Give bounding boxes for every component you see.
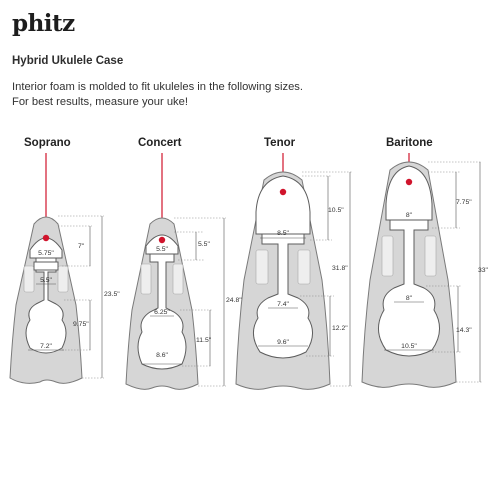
side-pad xyxy=(381,235,394,277)
pin-head xyxy=(42,234,50,242)
headstock-shoulder xyxy=(33,261,59,271)
case-baritone: Baritone 8" 7.75" 8" 14.3" 10.5" 33" xyxy=(361,137,489,388)
dim-total-length: 33" xyxy=(478,267,489,274)
dim-head-width: 8.5" xyxy=(277,230,289,237)
headstock-cavity xyxy=(29,237,63,259)
side-pad xyxy=(57,265,69,293)
dim-upper-bout: 5.5" xyxy=(40,277,52,284)
dim-total-length: 24.8" xyxy=(226,297,242,304)
side-pad xyxy=(297,249,311,285)
dim-upper-bout: 7.4" xyxy=(277,301,289,308)
dim-lower-length: 11.5" xyxy=(196,337,212,344)
dim-upper-bout: 6.25" xyxy=(154,309,170,316)
dim-body-width: 7.2" xyxy=(40,343,52,350)
case-soprano: Soprano 5.75" 7" 5.5" 9.75" 7.2" 23.5" xyxy=(9,137,120,384)
dim-head-width: 5.5" xyxy=(156,246,168,253)
dim-body-width: 8.6" xyxy=(156,352,168,359)
brand-logo: phitz xyxy=(12,10,75,37)
case-label-soprano: Soprano xyxy=(24,137,71,149)
dim-total-length: 31.8" xyxy=(332,265,348,272)
dim-body-width: 9.6" xyxy=(277,339,289,346)
dim-head-length: 5.5" xyxy=(198,241,210,248)
dim-total-length: 23.5" xyxy=(104,291,120,298)
case-tenor: Tenor 8.5" 10.5" 7.4" 12.2" 9.6" 31.8" xyxy=(235,137,352,390)
case-label-tenor: Tenor xyxy=(264,137,296,149)
dim-head-width: 8" xyxy=(406,212,413,219)
dim-head-length: 7.75" xyxy=(456,199,472,206)
neck-body-cavity xyxy=(253,233,313,359)
dim-head-width: 5.75" xyxy=(38,250,54,257)
dim-lower-length: 9.75" xyxy=(73,321,89,328)
pin-head xyxy=(158,236,166,244)
pin-head xyxy=(279,188,287,196)
dim-lower-length: 12.2" xyxy=(332,325,348,332)
pin-head xyxy=(405,178,413,186)
case-label-baritone: Baritone xyxy=(386,137,433,149)
neck-body-cavity xyxy=(378,219,440,357)
case-label-concert: Concert xyxy=(138,137,182,149)
side-pad xyxy=(424,235,437,277)
dim-upper-bout: 8" xyxy=(406,295,413,302)
dim-head-length: 10.5" xyxy=(328,207,344,214)
headstock-cavity xyxy=(385,165,433,221)
neck-body-cavity xyxy=(137,253,187,370)
description-line: Interior foam is molded to fit ukuleles … xyxy=(12,81,304,93)
side-pad xyxy=(23,265,35,293)
dim-body-width: 10.5" xyxy=(401,343,417,350)
side-pad xyxy=(140,263,152,295)
neck-body-cavity xyxy=(25,257,67,354)
case-concert: Concert 5.5" 5.5" 6.25" 11.5" 8.6" 24.8" xyxy=(125,137,242,390)
page-title: Hybrid Ukulele Case xyxy=(12,55,124,67)
description-line: For best results, measure your uke! xyxy=(12,96,188,108)
headstock-cavity xyxy=(145,234,179,255)
dim-head-length: 7" xyxy=(78,243,85,250)
description: Interior foam is molded to fit ukuleles … xyxy=(12,80,303,110)
side-pad xyxy=(172,263,184,295)
side-pad xyxy=(255,249,269,285)
headstock-cavity xyxy=(255,175,311,235)
dim-lower-length: 14.3" xyxy=(456,327,472,334)
